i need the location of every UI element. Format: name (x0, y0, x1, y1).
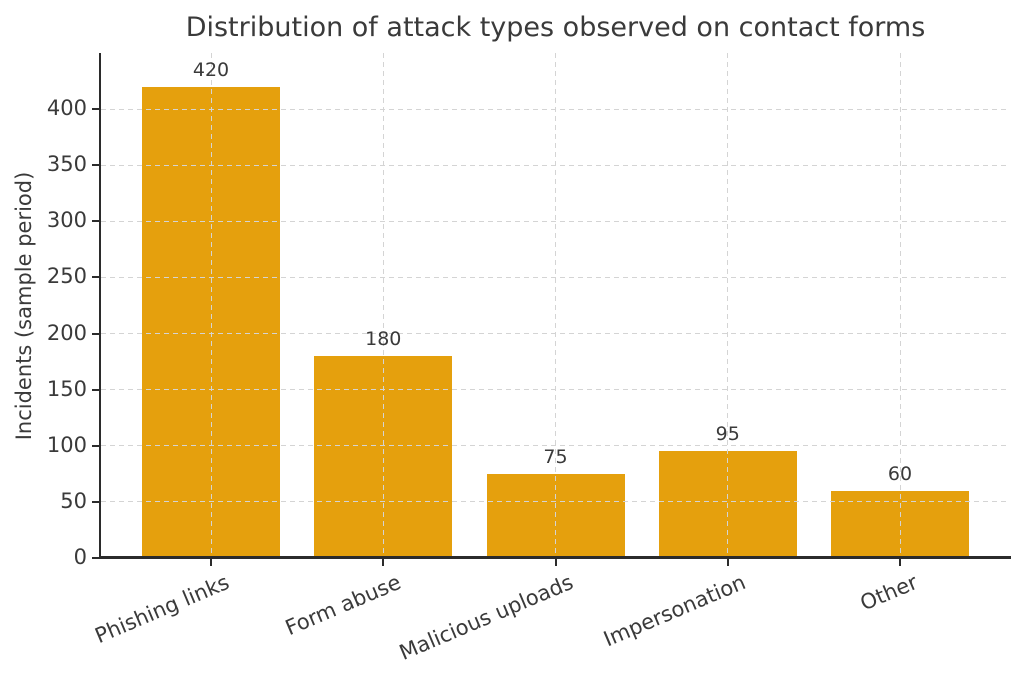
x-tick-mark (726, 559, 729, 566)
y-tick-mark (92, 388, 99, 391)
y-tick-label: 250 (46, 264, 87, 289)
y-tick-label: 50 (60, 488, 87, 513)
x-tick-label: Malicious uploads (396, 570, 577, 665)
y-tick-label: 300 (46, 208, 87, 233)
bar-value-label: 420 (192, 58, 230, 81)
y-tick-mark (92, 444, 99, 447)
y-tick-label: 200 (46, 320, 87, 345)
y-axis-spine (99, 53, 101, 559)
x-tick-mark (899, 559, 901, 566)
x-tick-label: Impersonation (600, 570, 750, 652)
x-tick-mark (210, 559, 212, 566)
x-tick-mark (554, 559, 557, 566)
y-tick-mark (92, 557, 99, 559)
grid-line-vertical (899, 53, 901, 558)
chart-title: Distribution of attack types observed on… (185, 12, 926, 43)
grid-line-vertical (210, 53, 212, 558)
bar-value-label: 75 (543, 445, 568, 468)
y-tick-label: 150 (46, 376, 87, 401)
y-tick-mark (92, 500, 99, 503)
y-tick-mark (92, 276, 99, 279)
x-axis-spine (99, 556, 1011, 559)
x-tick-label: Phishing links (91, 570, 233, 649)
y-tick-mark (92, 108, 99, 111)
y-tick-mark (92, 220, 99, 223)
bar-value-label: 60 (887, 462, 913, 485)
y-tick-label: 100 (46, 432, 87, 457)
y-tick-label: 350 (46, 152, 87, 177)
bar-value-label: 95 (715, 423, 740, 446)
y-tick-label: 0 (73, 545, 87, 569)
y-tick-mark (92, 164, 99, 167)
x-tick-label: Form abuse (282, 570, 405, 641)
grid-line-vertical (555, 53, 556, 558)
y-tick-mark (92, 332, 99, 335)
grid-line-vertical (727, 53, 729, 558)
x-tick-mark (382, 559, 385, 566)
grid-line-vertical (382, 53, 384, 558)
x-tick-label: Other (857, 570, 922, 616)
bar-value-label: 180 (365, 328, 402, 350)
y-tick-label: 400 (46, 96, 87, 121)
